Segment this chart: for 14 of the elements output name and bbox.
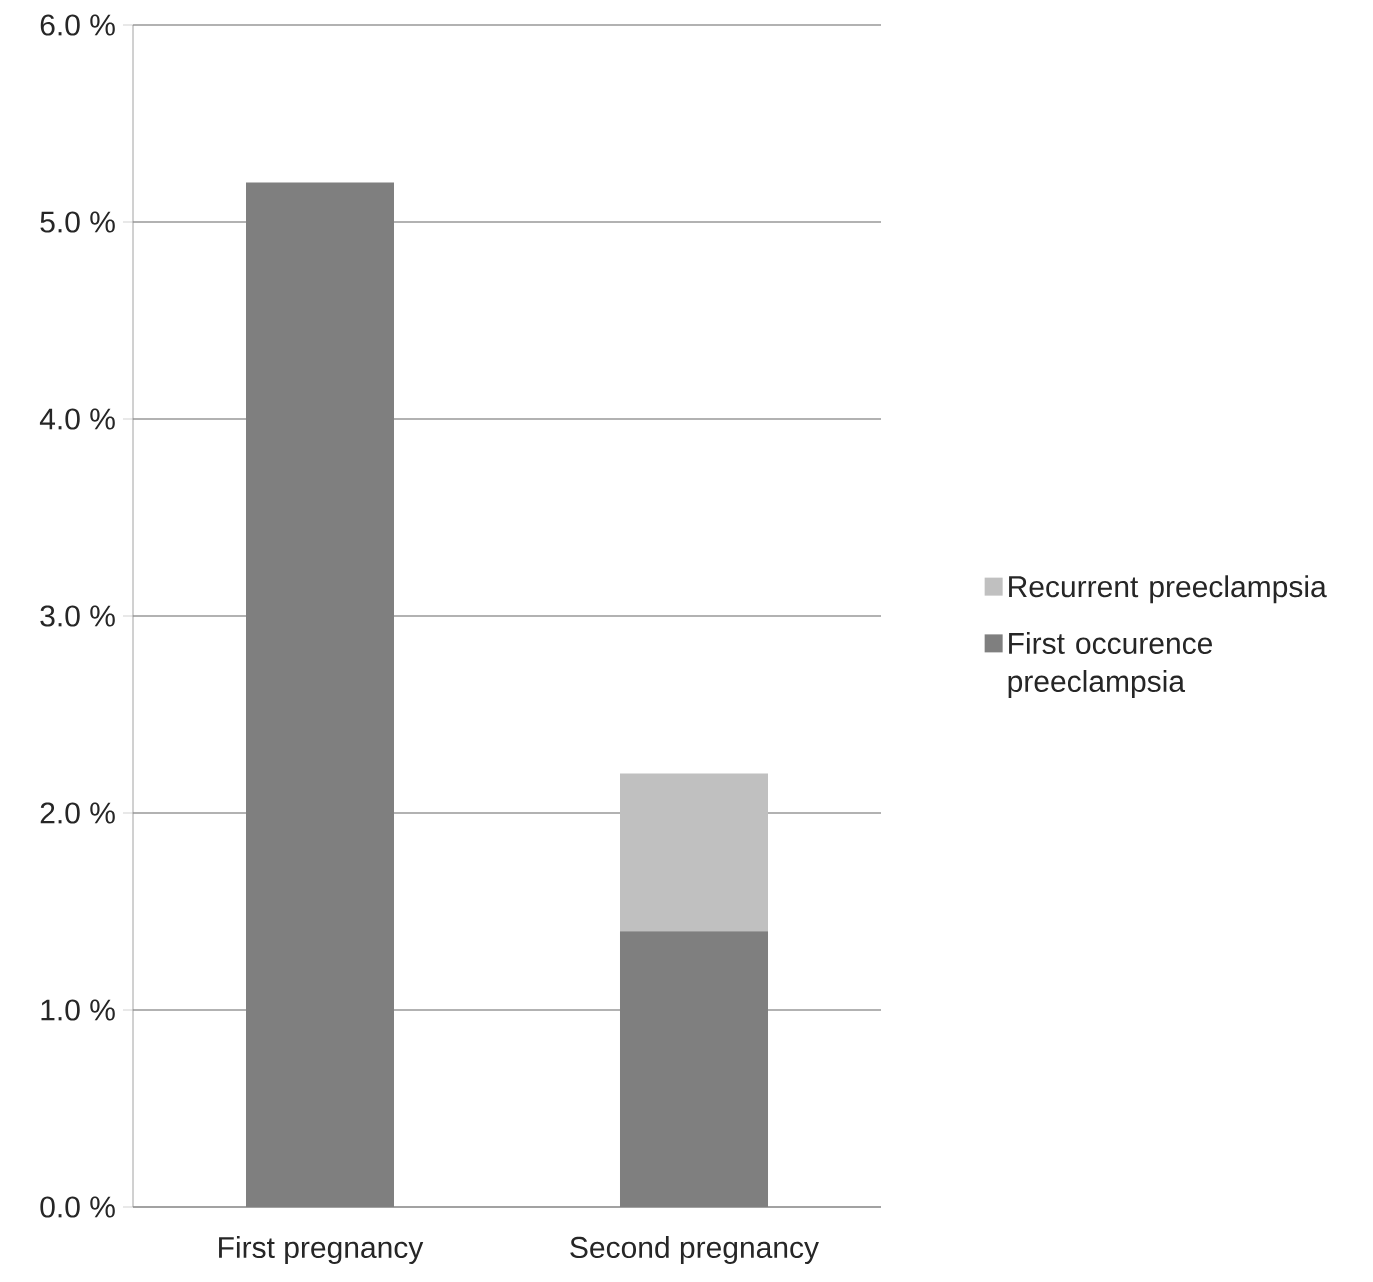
x-tick-label: First pregnancy [219,1236,424,1265]
y-tick-label: 4.0 % [39,408,115,430]
y-tick-label: 5.0 % [40,211,115,233]
y-tick-label: 3.0 % [40,605,115,627]
legend-label: First occurence preeclampsia [1008,632,1212,698]
bar [620,773,768,932]
legend-label: Recurrent preeclampsia [1009,575,1327,604]
y-tick-label: 1.0 % [41,999,115,1021]
bar [246,182,394,1207]
y-tick-label: 6.0 % [40,14,115,36]
y-tick-label: 2.0 % [40,802,115,824]
y-tick-label: 0.0 % [40,1196,115,1218]
x-tick-label: Second pregnancy [570,1236,819,1265]
bar [620,931,768,1207]
